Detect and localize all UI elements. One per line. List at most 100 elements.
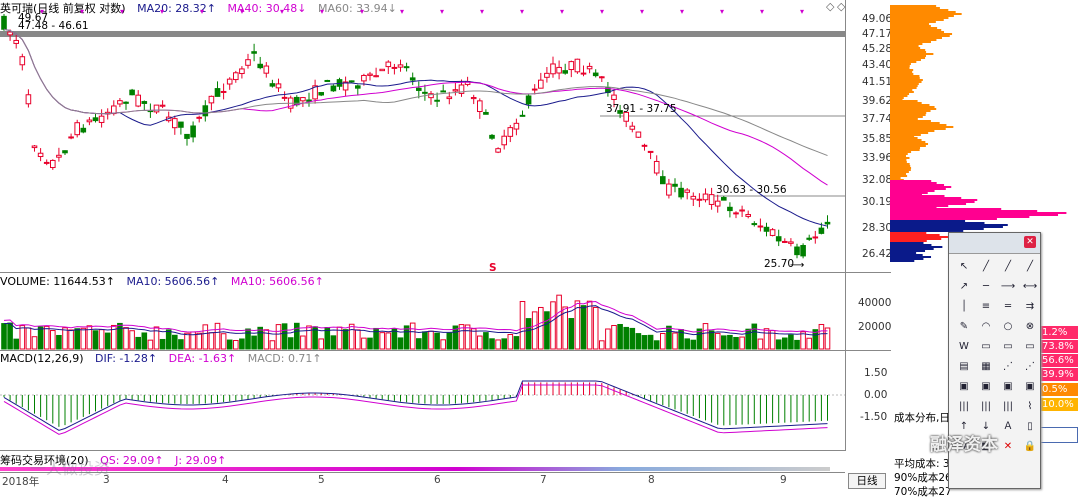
toolbox-grid: ↖ ╱ ╱ ╱ ↗ ─ ⟶ ⟷ │ ≡ ═ ⇉ ✎ ◠ ○ ⊗ W ▭ ▭ ▭ … <box>949 254 1040 460</box>
arrow-tool-icon[interactable]: ↗ <box>959 281 969 292</box>
hline-tool-icon[interactable]: ─ <box>982 281 990 292</box>
box4-tool-icon[interactable]: ▣ <box>1025 381 1035 392</box>
cursor-tool-icon[interactable]: ↖ <box>959 261 969 272</box>
candle-body <box>416 87 422 91</box>
volume-bar <box>483 332 489 350</box>
macd-panel[interactable]: MACD(12,26,9) DIF: -1.28↑ DEA: -1.63↑ MA… <box>0 350 845 451</box>
candle-body <box>489 134 495 139</box>
up-arrow-tool-icon[interactable]: ↑ <box>959 421 969 432</box>
volume-bar <box>135 336 141 350</box>
volume-bar <box>342 329 349 350</box>
bars2-tool-icon[interactable]: ||| <box>980 401 992 412</box>
candle-body <box>513 122 520 130</box>
wave-tool-icon[interactable]: W <box>959 341 969 352</box>
price-tick: 30.19 <box>862 196 893 208</box>
toolbox-titlebar[interactable]: ✕ <box>949 233 1040 254</box>
price-panel[interactable]: 英可瑞(日线 前复权 对数) MA20: 28.32↑ MA40: 30.48↓… <box>0 0 846 274</box>
volume-bar <box>159 338 166 350</box>
close-icon[interactable]: ✕ <box>1024 236 1036 248</box>
volume-bar <box>702 323 709 350</box>
candlestick-chart[interactable]: ▾ ▾ ▾ ▾ ▾ ▾ ▾ ▾ ▾ ▾ ▾ ▾ ▾ ▾ ▾ ▾ ▾ ▾ ▾ ▾ ⟶ <box>0 0 845 272</box>
mark-tool-icon[interactable]: ▯ <box>1027 421 1033 432</box>
candle-body <box>123 101 129 104</box>
fan-tool-icon[interactable]: ⋰ <box>1003 361 1013 372</box>
speed-tool-icon[interactable]: ⋰ <box>1025 361 1035 372</box>
percent-label: 0.5% <box>1040 383 1078 396</box>
candle-body <box>129 89 135 96</box>
event-marker: ▾ <box>520 7 524 16</box>
segment-tool-icon[interactable]: ╱ <box>1026 261 1034 272</box>
volume-bar <box>647 334 654 350</box>
chip-bar <box>890 201 975 203</box>
font-tool-icon[interactable]: TA <box>957 441 971 452</box>
candle-body <box>531 88 538 91</box>
gap2-tool-icon[interactable]: ▭ <box>1003 341 1013 352</box>
candle-body <box>342 81 349 91</box>
lock-icon[interactable]: 🔒 <box>1023 441 1037 452</box>
down-arrow-tool-icon[interactable]: ↓ <box>981 421 991 432</box>
grid-tool-icon[interactable]: ▦ <box>981 361 991 372</box>
chip-bar <box>890 63 911 65</box>
parallel-tool-icon[interactable]: ═ <box>1004 301 1012 312</box>
drawing-toolbox[interactable]: ✕ ↖ ╱ ╱ ╱ ↗ ─ ⟶ ⟷ │ ≡ ═ ⇉ ✎ ◠ ○ ⊗ W ▭ ▭ … <box>948 232 1041 489</box>
pen-tool-icon[interactable]: ✎ <box>959 321 969 332</box>
square-tool-icon[interactable]: ■ <box>981 441 991 452</box>
volume-bar <box>782 337 788 350</box>
x-tick: 7 <box>540 474 547 486</box>
hray-tool-icon[interactable]: ⟶ <box>1000 281 1016 292</box>
curve-tool-icon[interactable]: ⌇ <box>1027 401 1033 412</box>
period-button[interactable]: 日线 <box>848 473 886 489</box>
ruler-tool-icon[interactable]: ▤ <box>959 361 969 372</box>
volume-bar <box>233 339 239 350</box>
volume-bar <box>507 333 514 350</box>
chip-bar <box>890 126 954 128</box>
env-panel[interactable]: 筹码交易环境(20) QS: 29.09↑ J: 29.09↑ <box>0 450 845 473</box>
volume-panel[interactable]: VOLUME: 11644.53↑ MA10: 5606.56↑ MA10: 5… <box>0 272 845 351</box>
candle-body <box>800 245 806 257</box>
chip-bar <box>890 238 942 240</box>
settings-diamond-icon[interactable]: ◇ <box>826 0 835 13</box>
vline-tool-icon[interactable]: │ <box>960 301 968 312</box>
cost-90: 90%成本26. <box>894 472 956 484</box>
arc-tool-icon[interactable]: ◠ <box>981 321 991 332</box>
chip-bar <box>890 141 926 143</box>
bars3-tool-icon[interactable]: ||| <box>1002 401 1014 412</box>
cross-circle-tool-icon[interactable]: ⊗ <box>1025 321 1035 332</box>
volume-bar <box>708 330 715 350</box>
cost-average: 平均成本: 3 <box>894 458 950 470</box>
chip-bar <box>890 252 917 254</box>
circle-tool-icon[interactable]: ○ <box>1003 321 1013 332</box>
volume-bar <box>403 325 410 350</box>
event-marker: ▾ <box>760 7 764 16</box>
chip-bar <box>890 218 997 220</box>
volume-bar <box>422 331 428 350</box>
box3-tool-icon[interactable]: ▣ <box>1003 381 1013 392</box>
bars-tool-icon[interactable]: ||| <box>958 401 970 412</box>
volume-bar <box>452 325 459 350</box>
cycle-tool-icon[interactable]: ▭ <box>1025 341 1035 352</box>
gap-tool-icon[interactable]: ▭ <box>981 341 991 352</box>
channel-tool-icon[interactable]: ⇉ <box>1025 301 1035 312</box>
chip-bar <box>890 116 923 118</box>
chip-bar <box>890 49 926 51</box>
event-marker: ▾ <box>160 7 164 16</box>
search-box[interactable] <box>1036 427 1078 443</box>
candle-body <box>403 66 410 69</box>
volume-bar <box>501 338 507 350</box>
chip-bar <box>890 37 942 39</box>
line-tool-icon[interactable]: ╱ <box>982 261 990 272</box>
volume-bar <box>580 305 587 350</box>
ray-tool-icon[interactable]: ╱ <box>1004 261 1012 272</box>
text-tool-icon[interactable]: Ａ <box>1003 421 1013 432</box>
x-tick: 6 <box>434 474 441 486</box>
delete-icon[interactable]: ✕ <box>1003 441 1013 452</box>
bottom-watermark: 一人做投资 <box>30 459 111 478</box>
volume-bar <box>623 326 630 350</box>
box2-tool-icon[interactable]: ▣ <box>981 381 991 392</box>
box-tool-icon[interactable]: ▣ <box>959 381 969 392</box>
hsegment-tool-icon[interactable]: ⟷ <box>1022 281 1038 292</box>
candle-body <box>653 160 660 174</box>
macd-tick: -1.50 <box>860 411 888 423</box>
fibo-tool-icon[interactable]: ≡ <box>981 301 991 312</box>
scroll-icon[interactable]: ◇ <box>837 0 846 13</box>
